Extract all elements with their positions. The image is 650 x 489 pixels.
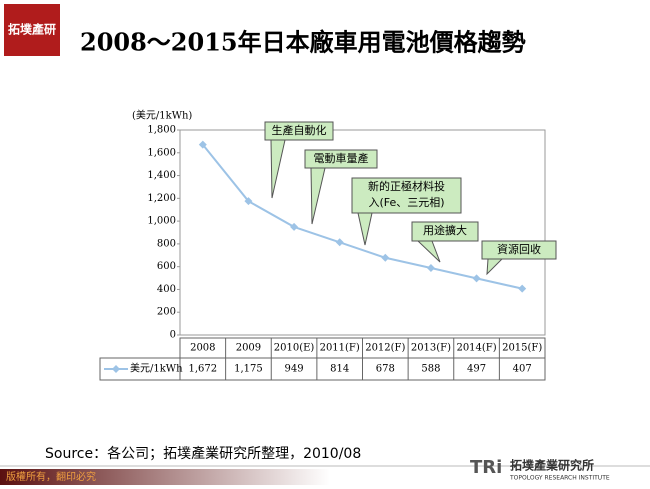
point (518, 284, 527, 293)
callout-text: 資源回收 (497, 242, 541, 256)
callout-text: 入(Fe、三元相) (368, 196, 444, 209)
point (381, 253, 390, 262)
callout-box (304, 149, 378, 169)
callout-box (411, 221, 479, 242)
table-value: 1,175 (234, 364, 263, 375)
callout-box (264, 121, 334, 141)
brand: 拓墣產業研究所 (510, 458, 594, 473)
point (290, 222, 299, 231)
y-tick-label: 1,800 (147, 125, 176, 136)
logo-box (4, 4, 60, 56)
callout-box (481, 240, 557, 260)
x-tick-label: 2012(F) (365, 343, 405, 354)
y-tick-label: 1,400 (147, 170, 176, 181)
y-tick-label: 600 (157, 261, 176, 272)
x-tick-label: 2009 (236, 343, 261, 354)
brand-mark: TRi (470, 457, 502, 478)
table-value: 407 (513, 364, 532, 375)
y-tick-label: 1,000 (147, 216, 176, 227)
x-tick-label: 2014(F) (456, 343, 496, 354)
point (426, 264, 435, 273)
callout-text: 生產自動化 (272, 123, 327, 137)
line (202, 143, 523, 290)
x-tick-label: 2011(F) (320, 343, 360, 354)
callout-text: 電動車量產 (314, 151, 369, 165)
y-axis-label: (美元/1kWh) (132, 109, 192, 122)
table-value: 814 (330, 364, 349, 375)
table-value: 1,672 (188, 364, 217, 375)
table-value: 588 (421, 364, 440, 375)
y-tick-label: 400 (157, 284, 176, 295)
brand-en: TOPOLOGY RESEARCH INSTITUTE (509, 475, 610, 482)
logo-text: 拓墣產研 (8, 22, 56, 37)
point (198, 140, 207, 149)
source: Source：各公司；拓墣產業研究所整理，2010/08 (45, 445, 361, 462)
copyright: 版權所有，翻印必究 (6, 470, 96, 483)
x-tick-label: 2013(F) (411, 343, 451, 354)
y-tick-label: 0 (170, 330, 176, 341)
table-legend-cell (99, 357, 181, 381)
point (244, 197, 253, 206)
legend-label: 美元/1kWh (130, 362, 183, 375)
y-tick-label: 1,600 (147, 147, 176, 158)
callout-text: 新的正極材料投 (368, 179, 445, 193)
footer-bar (0, 469, 330, 485)
x-tick-label: 2008 (190, 343, 215, 354)
table-value: 949 (285, 364, 304, 375)
x-tick-label: 2015(F) (502, 343, 542, 354)
legend-marker (112, 365, 120, 373)
title: 2008～2015年日本廠車用電池價格趨勢 (80, 28, 526, 57)
y-tick-label: 800 (157, 238, 176, 249)
callout-text: 用途擴大 (423, 223, 467, 237)
point (472, 274, 481, 283)
table-value: 497 (467, 364, 486, 375)
y-tick-label: 200 (157, 307, 176, 318)
x-tick-label: 2010(E) (274, 343, 315, 354)
y-tick-label: 1,200 (147, 193, 176, 204)
callout-box (351, 177, 462, 214)
table-value: 678 (376, 364, 395, 375)
point (335, 238, 344, 247)
